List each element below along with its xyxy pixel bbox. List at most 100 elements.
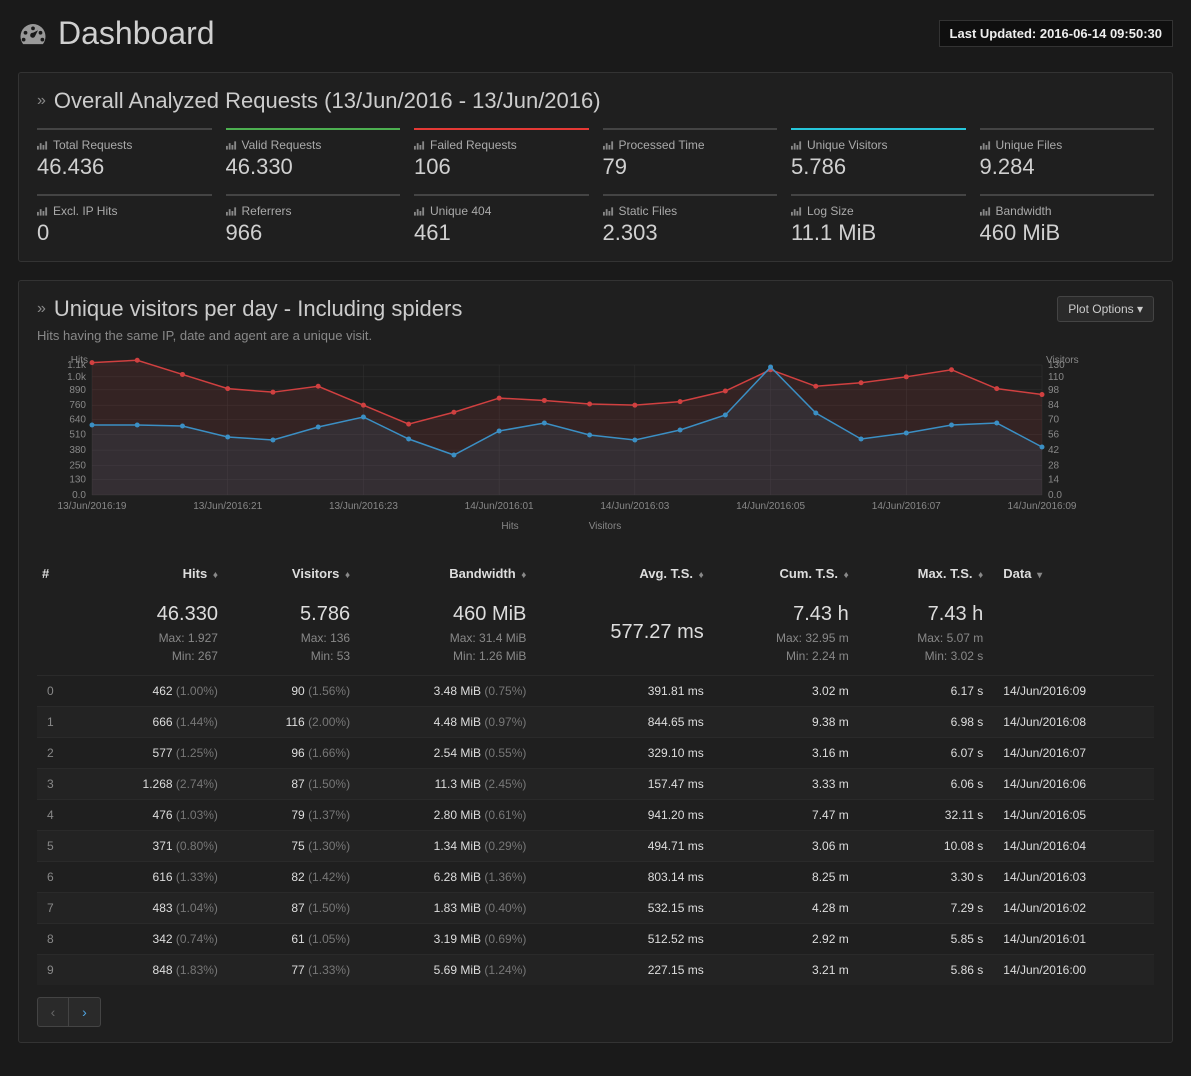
svg-text:14: 14 [1048, 475, 1060, 486]
row-hits: 577 (1.25%) [79, 738, 228, 769]
column-header[interactable]: Data ▾ [993, 558, 1154, 589]
svg-text:Hits: Hits [501, 521, 518, 532]
table-row[interactable]: 8342 (0.74%)61 (1.05%)3.19 MiB (0.69%)51… [37, 924, 1154, 955]
row-data: 14/Jun/2016:00 [993, 955, 1154, 986]
row-cum-ts: 8.25 m [714, 862, 859, 893]
stat-value: 9.284 [980, 154, 1155, 180]
table-row[interactable]: 6616 (1.33%)82 (1.42%)6.28 MiB (1.36%)80… [37, 862, 1154, 893]
stat-cell: Unique Visitors5.786 [791, 128, 966, 180]
table-row[interactable]: 9848 (1.83%)77 (1.33%)5.69 MiB (1.24%)22… [37, 955, 1154, 986]
stat-label: Total Requests [37, 138, 212, 152]
caret-down-icon: ▾ [1037, 570, 1042, 581]
row-max-ts: 6.17 s [859, 676, 994, 707]
row-visitors: 96 (1.66%) [228, 738, 360, 769]
svg-text:380: 380 [69, 445, 86, 456]
svg-text:98: 98 [1048, 385, 1060, 396]
svg-text:640: 640 [69, 414, 86, 425]
svg-text:14/Jun/2016:09: 14/Jun/2016:09 [1008, 501, 1077, 512]
table-row[interactable]: 7483 (1.04%)87 (1.50%)1.83 MiB (0.40%)53… [37, 893, 1154, 924]
svg-text:13/Jun/2016:23: 13/Jun/2016:23 [329, 501, 398, 512]
row-bandwidth: 2.54 MiB (0.55%) [360, 738, 536, 769]
row-index: 6 [37, 862, 79, 893]
svg-text:14/Jun/2016:03: 14/Jun/2016:03 [600, 501, 669, 512]
page-title: Dashboard [58, 15, 215, 52]
dashboard-icon [18, 19, 48, 49]
row-hits: 616 (1.33%) [79, 862, 228, 893]
sort-icon: ♦ [213, 570, 218, 581]
stat-cell: Log Size11.1 MiB [791, 194, 966, 246]
table-row[interactable]: 0462 (1.00%)90 (1.56%)3.48 MiB (0.75%)39… [37, 676, 1154, 707]
row-hits: 483 (1.04%) [79, 893, 228, 924]
row-index: 1 [37, 707, 79, 738]
row-visitors: 75 (1.30%) [228, 831, 360, 862]
summary-cell: 577.27 ms [536, 589, 713, 676]
stat-label: Processed Time [603, 138, 778, 152]
row-bandwidth: 2.80 MiB (0.61%) [360, 800, 536, 831]
row-index: 2 [37, 738, 79, 769]
row-index: 8 [37, 924, 79, 955]
stat-label: Failed Requests [414, 138, 589, 152]
table-row[interactable]: 2577 (1.25%)96 (1.66%)2.54 MiB (0.55%)32… [37, 738, 1154, 769]
svg-text:84: 84 [1048, 400, 1060, 411]
stat-label: Log Size [791, 204, 966, 218]
row-data: 14/Jun/2016:05 [993, 800, 1154, 831]
row-data: 14/Jun/2016:08 [993, 707, 1154, 738]
table-row[interactable]: 31.268 (2.74%)87 (1.50%)11.3 MiB (2.45%)… [37, 769, 1154, 800]
row-max-ts: 32.11 s [859, 800, 994, 831]
row-avg-ts: 803.14 ms [536, 862, 713, 893]
row-data: 14/Jun/2016:02 [993, 893, 1154, 924]
svg-text:14/Jun/2016:01: 14/Jun/2016:01 [465, 501, 534, 512]
table-row[interactable]: 4476 (1.03%)79 (1.37%)2.80 MiB (0.61%)94… [37, 800, 1154, 831]
pager-prev-button[interactable]: ‹ [37, 997, 69, 1027]
stat-value: 106 [414, 154, 589, 180]
page-title-wrap: Dashboard [18, 15, 215, 52]
row-index: 5 [37, 831, 79, 862]
svg-text:0.0: 0.0 [1048, 490, 1062, 501]
last-updated-value: 2016-06-14 09:50:30 [1040, 26, 1162, 41]
stats-grid: Total Requests46.436 Valid Requests46.33… [37, 128, 1154, 246]
svg-text:1.0k: 1.0k [67, 372, 87, 383]
row-max-ts: 5.85 s [859, 924, 994, 955]
row-index: 4 [37, 800, 79, 831]
visitors-panel: Plot Options ▾ » Unique visitors per day… [18, 280, 1173, 1043]
column-header[interactable]: Avg. T.S. ♦ [536, 558, 713, 589]
stat-value: 79 [603, 154, 778, 180]
column-header[interactable]: Cum. T.S. ♦ [714, 558, 859, 589]
row-visitors: 79 (1.37%) [228, 800, 360, 831]
column-header[interactable]: # [37, 558, 79, 589]
chart-svg: 1.1k1301.0k11089098760846407051056380422… [37, 355, 1097, 535]
column-header[interactable]: Bandwidth ♦ [360, 558, 536, 589]
row-hits: 462 (1.00%) [79, 676, 228, 707]
column-header[interactable]: Visitors ♦ [228, 558, 360, 589]
table-header-row: #Hits ♦Visitors ♦Bandwidth ♦Avg. T.S. ♦C… [37, 558, 1154, 589]
summary-cell: 7.43 hMax: 5.07 mMin: 3.02 s [859, 589, 994, 676]
row-max-ts: 7.29 s [859, 893, 994, 924]
pager-next-button[interactable]: › [69, 997, 101, 1027]
row-cum-ts: 3.02 m [714, 676, 859, 707]
row-visitors: 87 (1.50%) [228, 769, 360, 800]
visitors-panel-title[interactable]: » Unique visitors per day - Including sp… [37, 296, 1057, 322]
column-header[interactable]: Hits ♦ [79, 558, 228, 589]
sort-icon: ♦ [521, 570, 526, 581]
stat-value: 460 MiB [980, 220, 1155, 246]
row-hits: 342 (0.74%) [79, 924, 228, 955]
table-row[interactable]: 1666 (1.44%)116 (2.00%)4.48 MiB (0.97%)8… [37, 707, 1154, 738]
svg-text:Visitors: Visitors [1046, 355, 1079, 366]
sort-icon: ♦ [978, 570, 983, 581]
column-header[interactable]: Max. T.S. ♦ [859, 558, 994, 589]
row-visitors: 61 (1.05%) [228, 924, 360, 955]
row-hits: 848 (1.83%) [79, 955, 228, 986]
row-visitors: 116 (2.00%) [228, 707, 360, 738]
overall-panel-title[interactable]: » Overall Analyzed Requests (13/Jun/2016… [37, 88, 1154, 114]
stat-label: Valid Requests [226, 138, 401, 152]
svg-text:13/Jun/2016:19: 13/Jun/2016:19 [58, 501, 127, 512]
row-avg-ts: 227.15 ms [536, 955, 713, 986]
table-row[interactable]: 5371 (0.80%)75 (1.30%)1.34 MiB (0.29%)49… [37, 831, 1154, 862]
stat-value: 966 [226, 220, 401, 246]
stat-label: Bandwidth [980, 204, 1155, 218]
row-bandwidth: 5.69 MiB (1.24%) [360, 955, 536, 986]
plot-options-button[interactable]: Plot Options ▾ [1057, 296, 1154, 322]
table-summary-row: 46.330Max: 1.927Min: 2675.786Max: 136Min… [37, 589, 1154, 676]
row-max-ts: 10.08 s [859, 831, 994, 862]
stat-label: Unique Files [980, 138, 1155, 152]
